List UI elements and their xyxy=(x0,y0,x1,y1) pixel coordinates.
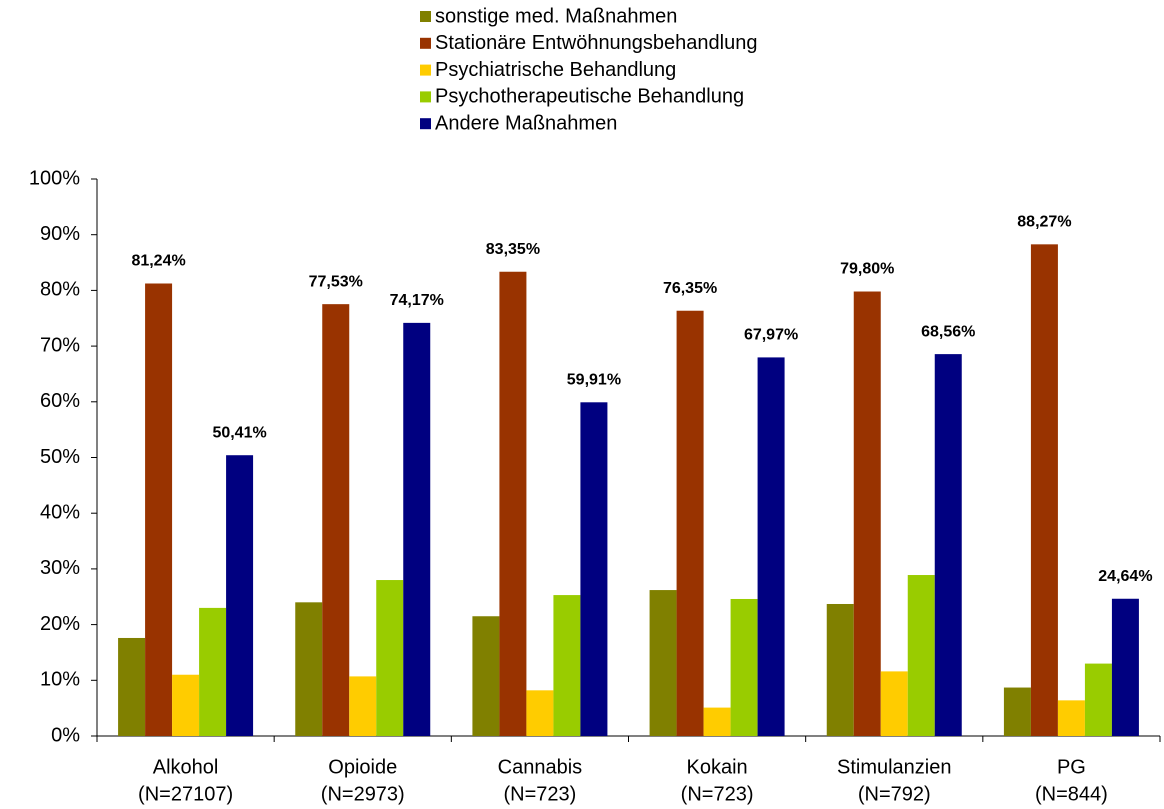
x-tick-label: Alkohol xyxy=(153,756,219,778)
y-tick-label: 90% xyxy=(40,223,80,245)
value-label: 59,91% xyxy=(567,372,621,389)
value-label: 67,97% xyxy=(744,327,798,344)
legend-label: Psychiatrische Behandlung xyxy=(435,59,676,81)
bar xyxy=(295,602,323,736)
bar xyxy=(376,580,404,736)
bar xyxy=(199,607,227,736)
legend-label: Psychotherapeutische Behandlung xyxy=(435,86,744,108)
bar xyxy=(1057,700,1085,736)
bar xyxy=(676,310,704,736)
value-label: 77,53% xyxy=(309,273,363,290)
bar xyxy=(322,304,350,736)
x-tick-label: (N=792) xyxy=(858,783,931,805)
y-tick-label: 60% xyxy=(40,390,80,412)
value-label: 50,41% xyxy=(212,424,266,441)
bar xyxy=(1111,598,1139,736)
y-tick-label: 10% xyxy=(40,669,80,691)
bar xyxy=(853,291,881,736)
bar xyxy=(934,354,962,736)
bar xyxy=(118,637,146,736)
bar xyxy=(349,676,377,736)
legend-label: Stationäre Entwöhnungsbehandlung xyxy=(435,32,757,54)
y-tick-label: 100% xyxy=(29,167,80,189)
x-tick-label: (N=2973) xyxy=(321,783,405,805)
bar xyxy=(580,402,608,736)
y-tick-label: 0% xyxy=(51,724,80,746)
value-label: 24,64% xyxy=(1098,568,1152,585)
y-tick-label: 20% xyxy=(40,613,80,635)
y-tick-label: 50% xyxy=(40,446,80,468)
bar xyxy=(499,271,527,736)
bar xyxy=(1084,663,1112,736)
y-tick-label: 80% xyxy=(40,279,80,301)
legend-swatch xyxy=(420,11,431,22)
legend-label: Andere Maßnahmen xyxy=(435,112,617,134)
legend-label: sonstige med. Maßnahmen xyxy=(435,5,677,27)
x-tick-label: Stimulanzien xyxy=(837,756,952,778)
y-tick-label: 40% xyxy=(40,501,80,523)
value-label: 68,56% xyxy=(921,323,975,340)
value-label: 81,24% xyxy=(131,253,185,270)
bar xyxy=(403,322,431,736)
legend-swatch xyxy=(420,91,431,103)
bar xyxy=(226,455,254,736)
bar xyxy=(730,598,758,736)
value-label: 74,17% xyxy=(390,292,444,309)
bar xyxy=(880,671,908,736)
bar xyxy=(472,616,500,736)
bar xyxy=(1003,687,1031,736)
bar xyxy=(907,575,935,736)
bar xyxy=(649,590,677,736)
legend-swatch xyxy=(420,37,431,49)
value-label: 88,27% xyxy=(1017,214,1071,231)
y-tick-label: 30% xyxy=(40,557,80,579)
bar xyxy=(703,707,731,736)
value-label: 79,80% xyxy=(840,261,894,278)
x-tick-label: (N=27107) xyxy=(138,783,233,805)
bar xyxy=(826,603,854,736)
x-tick-label: (N=844) xyxy=(1035,783,1108,805)
bar xyxy=(172,674,200,736)
x-tick-label: Kokain xyxy=(687,756,748,778)
y-tick-label: 70% xyxy=(40,334,80,356)
bar xyxy=(1030,244,1058,736)
bar xyxy=(757,357,785,736)
x-tick-label: Cannabis xyxy=(498,756,583,778)
bar xyxy=(553,595,581,736)
x-tick-label: PG xyxy=(1057,756,1086,778)
bar xyxy=(526,690,554,736)
x-tick-label: Opioide xyxy=(328,756,397,778)
x-tick-label: (N=723) xyxy=(504,783,577,805)
legend-swatch xyxy=(420,64,431,76)
value-label: 76,35% xyxy=(663,280,717,297)
value-label: 83,35% xyxy=(486,241,540,258)
bar xyxy=(145,283,173,736)
x-tick-label: (N=723) xyxy=(681,783,754,805)
legend-swatch xyxy=(420,118,431,130)
